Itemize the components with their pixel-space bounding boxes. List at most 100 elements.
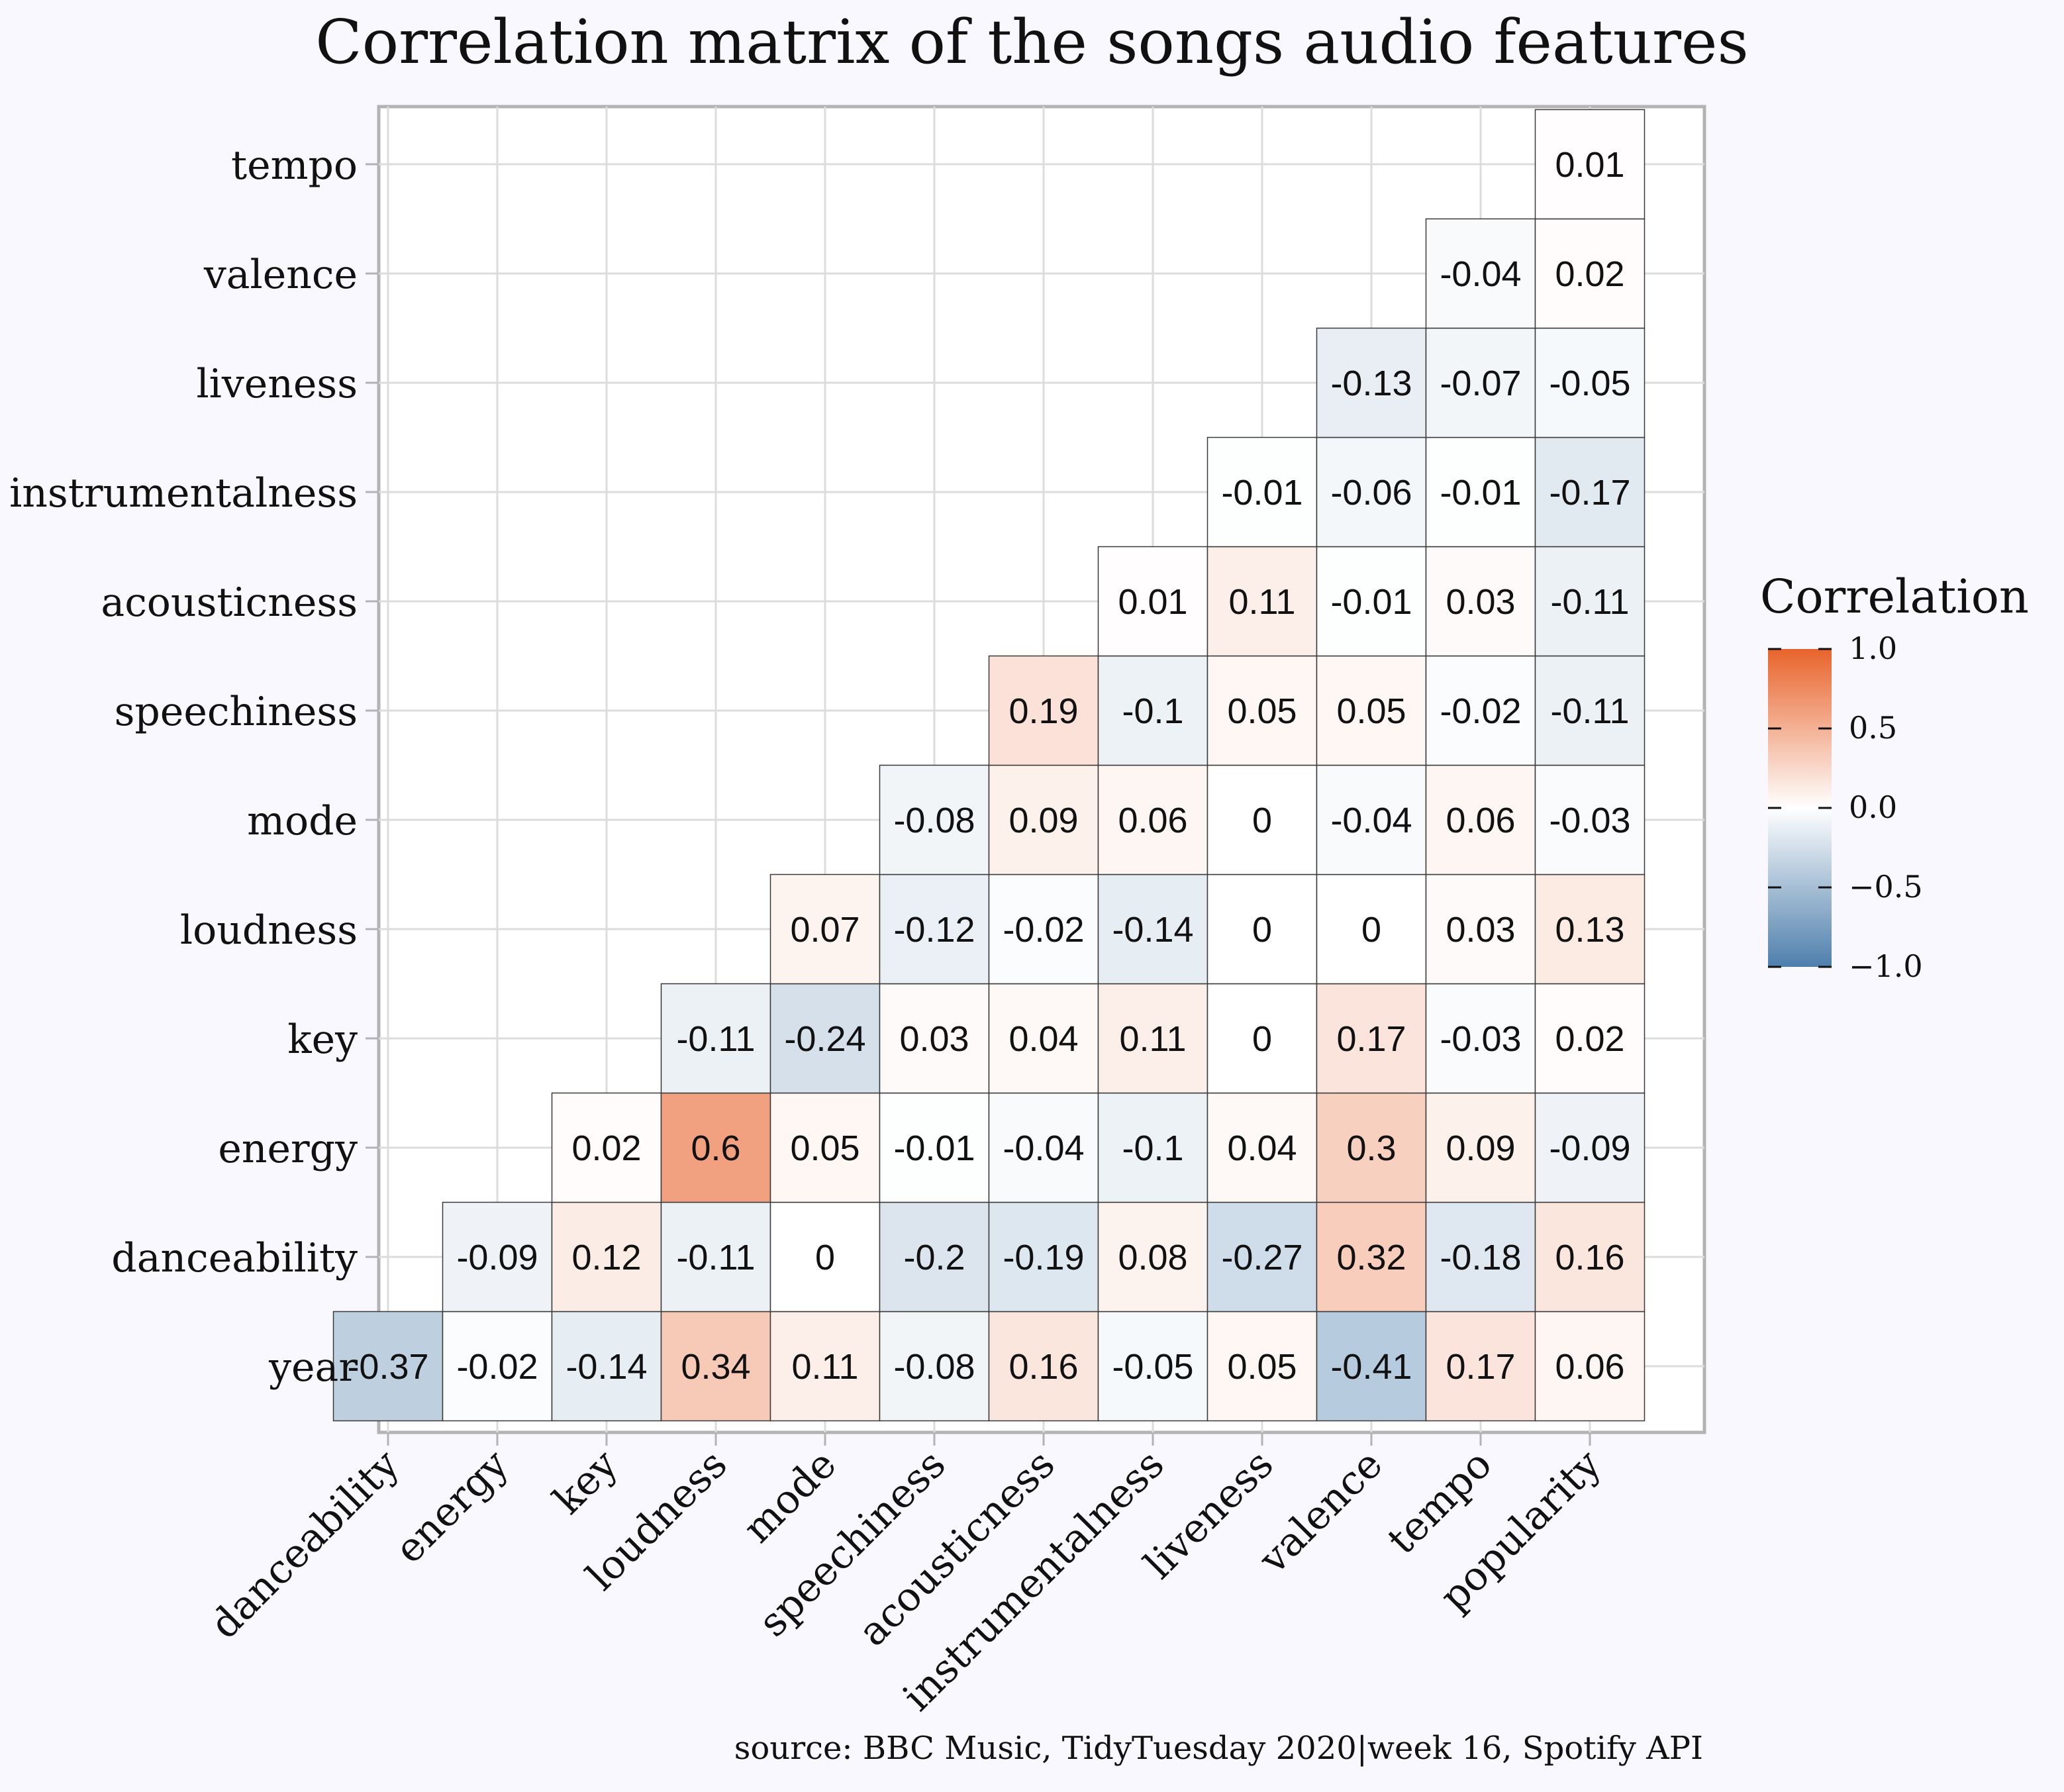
cell-tile: [1316, 873, 1427, 985]
heatmap-cell-liveness-energy: 0.04: [1206, 1092, 1318, 1203]
heatmap-cell-acousticness-speechiness: 0.19: [988, 655, 1099, 766]
cell-value-label: -0.24: [784, 1019, 865, 1059]
cell-value-label: -0.01: [1330, 582, 1412, 622]
cell-value-label: -0.14: [565, 1347, 647, 1387]
heatmap-cell-tempo-loudness: 0.03: [1425, 873, 1536, 985]
heatmap-cell-mode-year: 0.11: [769, 1311, 881, 1422]
cell-tile: [988, 655, 1099, 766]
cell-value-label: 0: [1252, 801, 1272, 840]
heatmap-cell-liveness-loudness: 0: [1206, 873, 1318, 985]
cell-tile: [1316, 436, 1427, 548]
heatmap-cell-instrumentalness-year: -0.05: [1097, 1311, 1208, 1422]
heatmap-cell-tempo-instrumentalness: -0.01: [1425, 436, 1536, 548]
cell-value-label: 0.16: [1008, 1347, 1078, 1387]
cell-tile: [1097, 546, 1208, 657]
cell-tile: [1206, 655, 1318, 766]
cell-tile: [1097, 1201, 1208, 1313]
cell-value-label: 0.06: [1118, 801, 1187, 840]
legend-tick-label: 0.0: [1849, 789, 1897, 825]
heatmap-cell-loudness-year: 0.34: [660, 1311, 771, 1422]
heatmap-cell-valence-speechiness: 0.05: [1316, 655, 1427, 766]
heatmap-cell-liveness-mode: 0: [1206, 764, 1318, 875]
heatmap-cell-valence-key: 0.17: [1316, 983, 1427, 1094]
cell-tile: [1206, 764, 1318, 875]
heatmap-cell-tempo-danceability: -0.18: [1425, 1201, 1536, 1313]
cell-tile: [1316, 546, 1427, 657]
heatmap-cell-instrumentalness-key: 0.11: [1097, 983, 1208, 1094]
heatmap-cell-liveness-acousticness: 0.11: [1206, 546, 1318, 657]
cell-tile: [1316, 1311, 1427, 1422]
cell-tile: [988, 764, 1099, 875]
cell-value-label: 0.19: [1008, 691, 1078, 731]
heatmap-cell-valence-loudness: 0: [1316, 873, 1427, 985]
cell-tile: [1534, 983, 1646, 1094]
heatmap-cell-loudness-energy: 0.6: [660, 1092, 771, 1203]
cell-value-label: 0.11: [1119, 1019, 1186, 1059]
heatmap-cell-popularity-tempo: 0.01: [1534, 109, 1646, 220]
cell-value-label: 0.04: [1227, 1128, 1297, 1168]
heatmap-cell-liveness-danceability: -0.27: [1206, 1201, 1318, 1313]
cell-tile: [988, 1201, 1099, 1313]
heatmap-cells: -0.37 -0.02 -0.14 0.34 0.11 -0.08 0.16 -0.05 0.0…: [332, 109, 1646, 1422]
heatmap-cell-loudness-danceability: -0.11: [660, 1201, 771, 1313]
heatmap-cell-speechiness-danceability: -0.2: [879, 1201, 990, 1313]
heatmap-cell-popularity-key: 0.02: [1534, 983, 1646, 1094]
cell-tile: [442, 1311, 553, 1422]
heatmap-cell-mode-danceability: 0: [769, 1201, 881, 1313]
y-axis-label-energy: energy: [218, 1126, 358, 1172]
heatmap-cell-energy-year: -0.02: [442, 1311, 553, 1422]
heatmap-cell-popularity-energy: -0.09: [1534, 1092, 1646, 1203]
cell-value-label: -0.03: [1440, 1019, 1521, 1059]
cell-tile: [1316, 983, 1427, 1094]
heatmap-cell-tempo-liveness: -0.07: [1425, 327, 1536, 438]
cell-value-label: 0.06: [1446, 801, 1515, 840]
cell-tile: [988, 983, 1099, 1094]
heatmap-cell-acousticness-loudness: -0.02: [988, 873, 1099, 985]
heatmap-cell-acousticness-key: 0.04: [988, 983, 1099, 1094]
legend-tick-label: 1.0: [1849, 630, 1897, 666]
heatmap-cell-valence-danceability: 0.32: [1316, 1201, 1427, 1313]
heatmap-cell-speechiness-year: -0.08: [879, 1311, 990, 1422]
cell-tile: [879, 1311, 990, 1422]
cell-value-label: -0.1: [1122, 691, 1183, 731]
cell-value-label: 0.11: [791, 1347, 858, 1387]
cell-tile: [1097, 655, 1208, 766]
cell-value-label: -0.06: [1330, 473, 1412, 513]
cell-tile: [1425, 218, 1536, 329]
cell-tile: [1206, 1311, 1318, 1422]
heatmap-cell-instrumentalness-speechiness: -0.1: [1097, 655, 1208, 766]
cell-value-label: 0.08: [1118, 1238, 1187, 1277]
heatmap-cell-popularity-liveness: -0.05: [1534, 327, 1646, 438]
cell-value-label: 0.13: [1555, 910, 1624, 950]
heatmap-cell-instrumentalness-mode: 0.06: [1097, 764, 1208, 875]
y-axis-label-mode: mode: [247, 798, 358, 844]
heatmap-cell-liveness-instrumentalness: -0.01: [1206, 436, 1318, 548]
cell-value-label: 0: [815, 1238, 835, 1277]
cell-value-label: 0.01: [1118, 582, 1187, 622]
heatmap-cell-valence-energy: 0.3: [1316, 1092, 1427, 1203]
heatmap-cell-energy-danceability: -0.09: [442, 1201, 553, 1313]
cell-tile: [1206, 873, 1318, 985]
heatmap-cell-tempo-valence: -0.04: [1425, 218, 1536, 329]
cell-tile: [660, 1311, 771, 1422]
heatmap-cell-tempo-speechiness: -0.02: [1425, 655, 1536, 766]
heatmap-cell-speechiness-mode: -0.08: [879, 764, 990, 875]
cell-value-label: -0.01: [893, 1128, 975, 1168]
y-axis-label-tempo: tempo: [231, 142, 358, 189]
legend-title: Correlation: [1760, 570, 2029, 624]
legend-tick-label: 0.5: [1849, 710, 1897, 746]
cell-value-label: 0.16: [1555, 1238, 1624, 1277]
y-axis-label-key: key: [287, 1017, 358, 1063]
cell-tile: [1534, 655, 1646, 766]
cell-value-label: -0.11: [1550, 582, 1629, 622]
cell-value-label: -0.05: [1549, 364, 1630, 403]
cell-value-label: 0.32: [1336, 1238, 1406, 1277]
heatmap-cell-valence-liveness: -0.13: [1316, 327, 1427, 438]
cell-value-label: 0: [1252, 1019, 1272, 1059]
cell-tile: [1425, 873, 1536, 985]
cell-tile: [769, 983, 881, 1094]
heatmap-cell-mode-energy: 0.05: [769, 1092, 881, 1203]
cell-value-label: 0.02: [1555, 254, 1624, 294]
heatmap-cell-popularity-instrumentalness: -0.17: [1534, 436, 1646, 548]
